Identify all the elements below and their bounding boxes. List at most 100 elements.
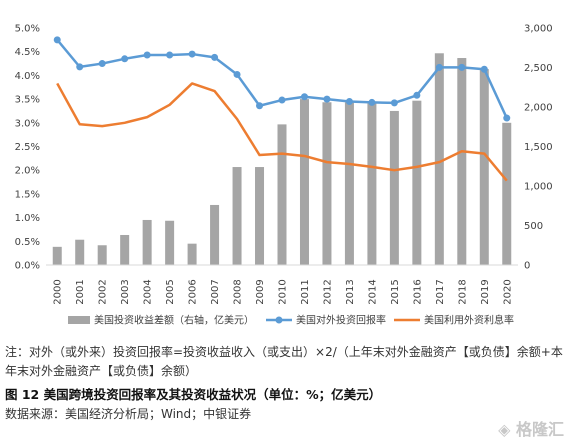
watermark-logo: ◈ 格隆汇 xyxy=(498,416,564,440)
point-return-rate-2008 xyxy=(233,70,241,78)
data-source: 数据来源：美国经济分析局；Wind；中银证券 xyxy=(5,407,252,421)
bar-2019 xyxy=(479,69,489,265)
point-return-rate-2005 xyxy=(166,51,174,59)
chart: 0.0% 0.5% 1.0% 1.5% 2.0% 2.5% 3.0% 3.5% 4.0% 4.5%… xyxy=(15,24,553,327)
x-tick-label: 2018 xyxy=(457,279,468,304)
legend-label-return-rate: 美国对外投资回报率 xyxy=(296,314,386,327)
point-return-rate-2000 xyxy=(53,36,61,44)
bar-2007 xyxy=(210,204,220,265)
legend-marker-return-rate xyxy=(275,316,283,324)
x-tick-label: 2004 xyxy=(143,279,154,304)
x-tick-label: 2019 xyxy=(480,279,491,304)
legend-label-interest-rate: 美国利用外资利息率 xyxy=(424,314,514,327)
x-tick-label: 2008 xyxy=(233,279,244,304)
x-tick-label: 2000 xyxy=(53,279,64,304)
point-return-rate-2018 xyxy=(458,63,466,71)
x-tick-label: 2020 xyxy=(502,279,513,304)
bar-2006 xyxy=(187,243,197,265)
figure-caption: 图 12 美国跨境投资回报率及其投资收益状况（单位：%；亿美元） xyxy=(5,387,382,402)
left-tick-label: 0.5% xyxy=(15,237,40,248)
legend-label-bar: 美国投资收益差额（右轴，亿美元） xyxy=(94,314,254,327)
left-tick-label: 2.0% xyxy=(15,166,40,177)
point-return-rate-2012 xyxy=(323,95,331,103)
bar-2009 xyxy=(255,167,265,265)
right-tick-label: 0 xyxy=(524,261,530,272)
point-return-rate-2003 xyxy=(121,55,129,63)
bar-2008 xyxy=(232,167,242,265)
point-return-rate-2016 xyxy=(413,91,421,99)
left-tick-label: 1.5% xyxy=(15,189,40,200)
x-tick-label: 2006 xyxy=(188,279,199,304)
x-axis-ticks: 2000 2001 2002 2003 2004 2005 2006 2007 2008 2009… xyxy=(53,279,514,304)
bar-2020 xyxy=(502,122,512,265)
x-tick-label: 2013 xyxy=(345,279,356,304)
line-series-group xyxy=(53,36,511,182)
bar-2017 xyxy=(434,53,444,265)
point-return-rate-2007 xyxy=(211,53,219,61)
point-return-rate-2004 xyxy=(143,51,151,59)
right-tick-label: 3,000 xyxy=(524,24,553,35)
x-tick-label: 2009 xyxy=(255,279,266,304)
bar-2002 xyxy=(97,245,107,265)
x-tick-label: 2003 xyxy=(120,279,131,304)
bar-2018 xyxy=(457,58,467,265)
point-return-rate-2001 xyxy=(76,63,84,71)
bar-2012 xyxy=(322,102,332,265)
bar-series-investment-income xyxy=(52,53,512,266)
x-tick-label: 2007 xyxy=(210,279,221,304)
bar-2016 xyxy=(412,100,422,266)
right-tick-label: 500 xyxy=(524,221,543,232)
right-tick-label: 1,000 xyxy=(524,182,553,193)
right-axis-ticks: 0 500 1,000 1,500 2,000 2,500 3,000 xyxy=(524,24,553,272)
point-return-rate-2014 xyxy=(368,98,376,106)
left-tick-label: 3.0% xyxy=(15,118,40,129)
bar-2010 xyxy=(277,124,287,265)
x-tick-label: 2001 xyxy=(75,279,86,304)
x-tick-label: 2017 xyxy=(435,279,446,304)
bar-2015 xyxy=(389,110,399,265)
x-tick-label: 2010 xyxy=(278,279,289,304)
watermark-text: 格隆汇 xyxy=(515,420,564,439)
watermark-icon: ◈ xyxy=(498,420,511,439)
left-tick-label: 5.0% xyxy=(15,24,40,35)
point-return-rate-2017 xyxy=(435,63,443,71)
point-return-rate-2011 xyxy=(300,93,308,101)
legend: 美国投资收益差额（右轴，亿美元） 美国对外投资回报率 美国利用外资利息率 xyxy=(68,314,514,327)
right-tick-label: 2,500 xyxy=(524,63,553,74)
left-tick-label: 1.0% xyxy=(15,213,40,224)
point-return-rate-2002 xyxy=(98,60,106,68)
point-return-rate-2010 xyxy=(278,96,286,104)
left-tick-label: 3.5% xyxy=(15,95,40,106)
legend-swatch-bar xyxy=(68,316,90,324)
left-tick-label: 2.5% xyxy=(15,142,40,153)
bar-2000 xyxy=(52,246,62,265)
right-tick-label: 1,500 xyxy=(524,142,553,153)
x-tick-label: 2016 xyxy=(412,279,423,304)
x-tick-label: 2012 xyxy=(322,279,333,304)
left-tick-label: 0.0% xyxy=(15,261,40,272)
point-return-rate-2020 xyxy=(503,114,511,122)
bar-2011 xyxy=(299,99,309,265)
bar-2001 xyxy=(75,239,85,265)
bar-2003 xyxy=(120,234,130,265)
right-tick-label: 2,000 xyxy=(524,103,553,114)
left-tick-label: 4.0% xyxy=(15,71,40,82)
point-return-rate-2013 xyxy=(345,97,353,105)
left-axis-ticks: 0.0% 0.5% 1.0% 1.5% 2.0% 2.5% 3.0% 3.5% 4.0% 4.5%… xyxy=(15,24,40,272)
x-tick-label: 2005 xyxy=(165,279,176,304)
bar-2005 xyxy=(165,220,175,265)
line-interest-rate xyxy=(56,82,508,182)
x-tick-label: 2011 xyxy=(300,279,311,304)
x-tick-label: 2015 xyxy=(390,279,401,304)
bar-2004 xyxy=(142,219,152,265)
left-tick-label: 4.5% xyxy=(15,47,40,58)
point-return-rate-2015 xyxy=(390,99,398,107)
bar-2013 xyxy=(344,102,354,265)
bar-2014 xyxy=(367,102,377,265)
point-return-rate-2019 xyxy=(480,65,488,73)
chart-note: 注：对外（或外来）投资回报率=投资收益收入（或支出）×2/（上年末对外金融资产【… xyxy=(5,345,563,378)
x-tick-label: 2002 xyxy=(98,279,109,304)
x-tick-label: 2014 xyxy=(367,279,378,304)
point-return-rate-2006 xyxy=(188,50,196,58)
point-return-rate-2009 xyxy=(256,102,264,110)
